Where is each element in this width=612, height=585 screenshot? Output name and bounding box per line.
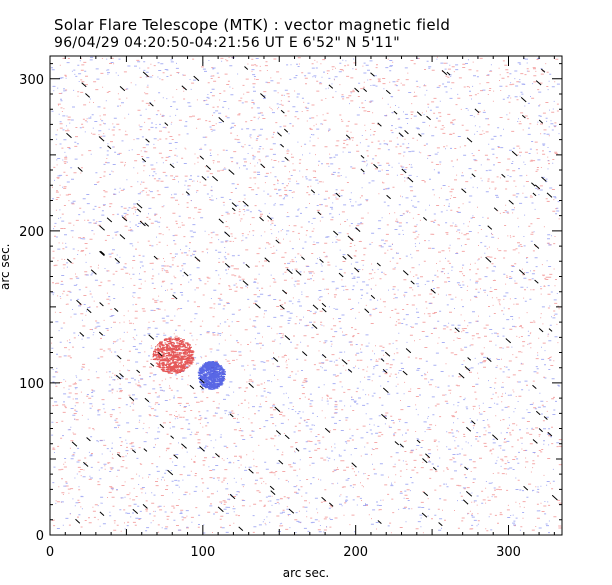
positive-noise [51, 56, 562, 534]
vector-dashes [66, 66, 558, 531]
tick-marks [49, 56, 562, 536]
y-tick-label: 100 [19, 377, 44, 392]
observation-info: 96/04/29 04:20:50-04:21:56 UT E 6'52" N … [54, 35, 401, 51]
transverse-vectors [66, 66, 558, 531]
x-axis-label: arc sec. [282, 566, 330, 580]
x-tick-label: 0 [46, 545, 54, 560]
x-tick-label: 100 [190, 545, 215, 560]
negative-noise [51, 56, 561, 534]
x-tick-label: 200 [343, 545, 368, 560]
x-tick-label: 300 [496, 545, 521, 560]
axis-tick-labels: 0 100 200 300 0 100 200 300 [19, 73, 521, 560]
y-tick-label: 300 [19, 73, 44, 88]
field-map [51, 56, 562, 534]
page-title: Solar Flare Telescope (MTK) : vector mag… [54, 16, 451, 34]
plot-frame [49, 55, 563, 536]
y-axis-label: arc sec. [0, 243, 12, 290]
positive-polarity [152, 337, 195, 374]
negative-polarity [197, 361, 226, 390]
y-tick-label: 200 [19, 225, 44, 240]
y-tick-label: 0 [36, 529, 44, 544]
axis-ticks [49, 56, 562, 536]
